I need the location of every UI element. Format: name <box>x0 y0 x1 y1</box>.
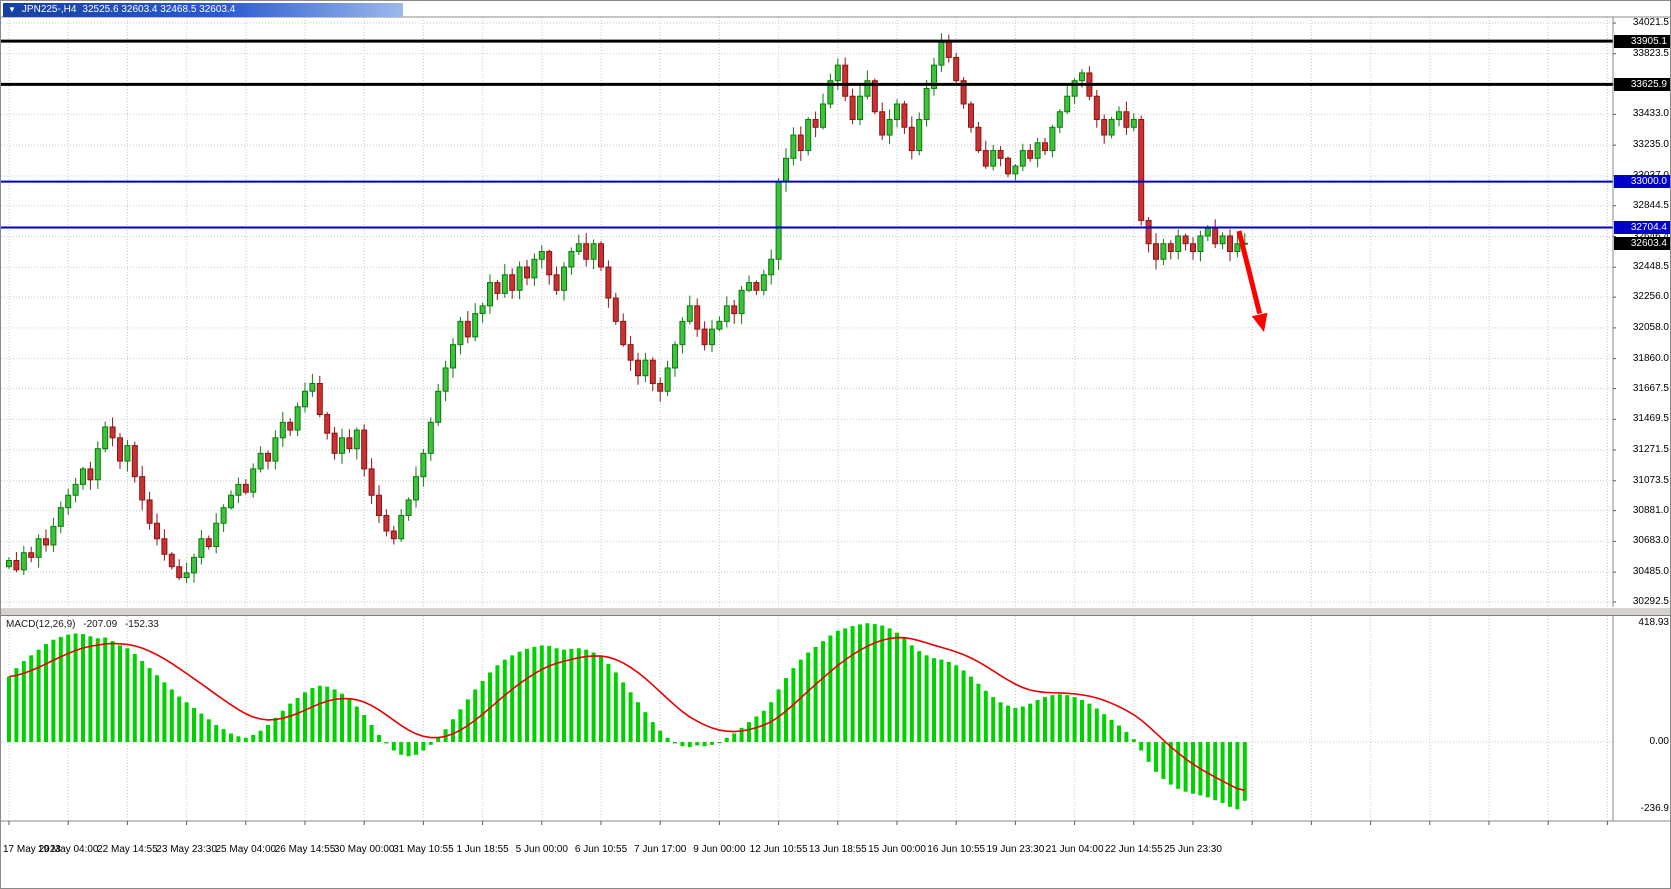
time-tick-label: 26 May 14:55 <box>274 844 336 855</box>
price-tick-label: 32448.5 <box>1632 261 1669 273</box>
macd-histogram <box>7 623 1247 810</box>
price-tick-label: 31073.5 <box>1632 474 1669 486</box>
macd-signal-line <box>8 636 1245 792</box>
macd-axis[interactable]: 418.93 0.00 -236.9 <box>1613 616 1670 821</box>
time-tick-label: 19 May 04:00 <box>37 844 99 855</box>
time-tick-label: 13 Jun 18:55 <box>808 844 867 855</box>
price-tick-label: 32058.0 <box>1632 321 1669 333</box>
price-tick-label: 32646.4 <box>1613 231 1670 243</box>
candlesticks <box>6 33 1248 584</box>
price-tick-label: 31667.5 <box>1632 382 1669 394</box>
price-tick-label: 30485.0 <box>1632 566 1669 578</box>
price-tick-label: 30683.0 <box>1632 535 1669 547</box>
price-tick-label: 33823.5 <box>1632 47 1669 59</box>
price-axis[interactable]: 34021.533823.533625.433433.033235.033037… <box>1613 1 1670 821</box>
time-tick-label: 23 May 23:30 <box>156 844 217 855</box>
time-tick-label: 25 Jun 23:30 <box>1164 844 1222 855</box>
time-tick-label: 22 May 14:55 <box>97 844 158 855</box>
macd-signal-value: -152.33 <box>124 619 159 630</box>
time-tick-label: 19 Jun 23:30 <box>986 844 1045 855</box>
price-tick-label: 31469.5 <box>1632 413 1669 425</box>
price-tick-label: 31860.0 <box>1632 352 1669 364</box>
chart-window-icon: ▼ <box>8 5 16 14</box>
time-tick-label: 16 Jun 10:55 <box>927 844 986 855</box>
price-tick-label: 31271.5 <box>1632 444 1669 456</box>
time-axis[interactable]: 17 May 2023 19 May 04:00 22 May 14:55 23 Ma… <box>1 821 1670 888</box>
time-tick-label: 6 Jun 10:55 <box>574 844 628 855</box>
price-tick-label: 33235.0 <box>1632 139 1669 151</box>
time-tick-label: 31 May 10:55 <box>393 844 454 855</box>
time-tick-label: 17 May 2023 <box>3 844 61 855</box>
time-tick-label: 21 Jun 04:00 <box>1045 844 1104 855</box>
price-tick-label: 34021.5 <box>1632 17 1669 28</box>
time-tick-label: 22 Jun 14:55 <box>1104 844 1163 855</box>
time-tick-label: 5 Jun 00:00 <box>515 844 568 855</box>
time-tick-label: 25 May 04:00 <box>215 844 277 855</box>
panel-borders <box>1 16 1670 822</box>
horizontal-price-lines[interactable] <box>1 39 1613 229</box>
macd-name: MACD(12,26,9) <box>6 619 76 630</box>
macd-tick-label: 418.93 <box>1638 616 1669 628</box>
time-tick-label: 12 Jun 10:55 <box>749 844 808 855</box>
chart-title-bar[interactable]: ▼ JPN225-,H4 32525.6 32603.4 32468.5 326… <box>3 3 403 17</box>
price-tick-label: 30881.0 <box>1632 504 1669 516</box>
macd-tick-label: 0.00 <box>1649 736 1669 747</box>
macd-indicator-label: MACD(12,26,9) -207.09 -152.33 <box>6 619 164 630</box>
price-tick-label: 32844.5 <box>1632 199 1669 211</box>
time-tick-label: 7 Jun 17:00 <box>634 844 687 855</box>
price-level-badge: 33000.0 <box>1614 175 1670 189</box>
price-tick-label: 32256.0 <box>1632 291 1669 303</box>
price-level-badge: 33625.9 <box>1614 77 1670 91</box>
price-level-badge: 33905.1 <box>1614 34 1670 48</box>
time-tick-label: 1 Jun 18:55 <box>456 844 509 855</box>
time-tick-label: 30 May 00:00 <box>333 844 395 855</box>
macd-main-value: -207.09 <box>83 619 118 630</box>
price-tick-label: 30292.5 <box>1632 596 1669 608</box>
time-tick-label: 15 Jun 00:00 <box>868 844 926 855</box>
chart-quote-line: 32525.6 32603.4 32468.5 32603.4 <box>82 4 236 15</box>
price-tick-label: 33433.0 <box>1632 108 1669 120</box>
panel-splitter[interactable] <box>1 607 1670 616</box>
trend-arrow-annotation[interactable] <box>1236 230 1268 332</box>
price-level-badge: 32704.4 <box>1614 221 1670 235</box>
time-tick-label: 9 Jun 00:00 <box>693 844 746 855</box>
macd-tick-label: -236.9 <box>1640 803 1669 815</box>
chart-symbol-period: JPN225-,H4 <box>21 4 77 15</box>
price-level-badge: 32603.4 <box>1614 236 1670 250</box>
